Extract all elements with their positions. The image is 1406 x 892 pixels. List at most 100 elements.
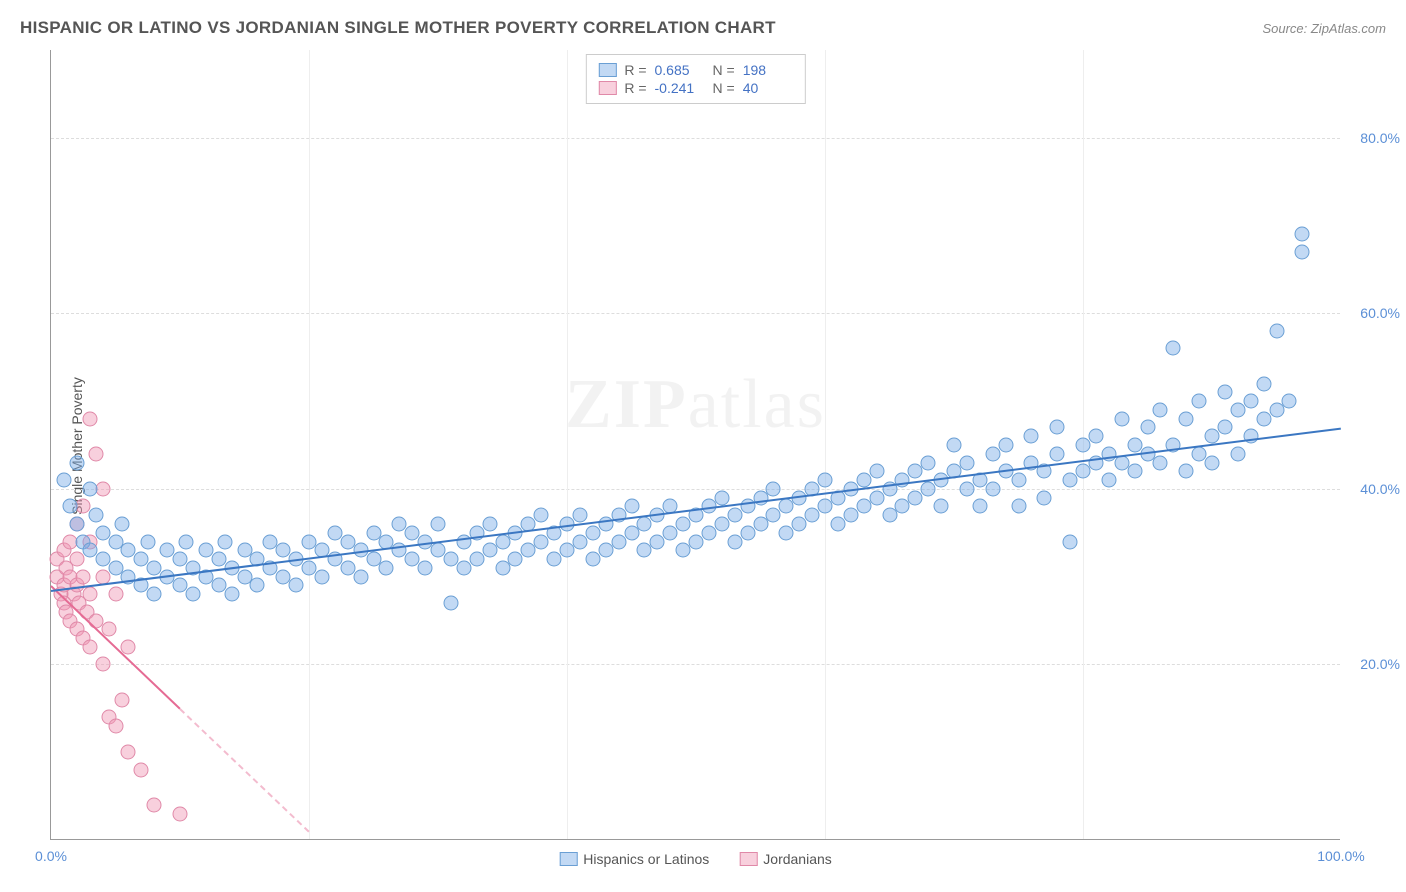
hispanic-point — [895, 499, 910, 514]
gridline-vertical — [309, 50, 310, 839]
hispanic-point — [1011, 499, 1026, 514]
hispanic-point — [818, 499, 833, 514]
stat-n-label: N = — [713, 62, 735, 78]
hispanic-point — [379, 560, 394, 575]
chart-title: HISPANIC OR LATINO VS JORDANIAN SINGLE M… — [20, 18, 776, 38]
hispanic-point — [805, 508, 820, 523]
hispanic-point — [1205, 455, 1220, 470]
stat-n-label: N = — [713, 80, 735, 96]
stat-n-value: 40 — [743, 80, 793, 96]
jordanian-point — [147, 797, 162, 812]
jordanian-point — [108, 587, 123, 602]
hispanic-point — [1127, 464, 1142, 479]
chart-source: Source: ZipAtlas.com — [1262, 21, 1386, 36]
hispanic-point — [1088, 429, 1103, 444]
hispanic-point — [482, 517, 497, 532]
hispanic-point — [1153, 402, 1168, 417]
hispanic-point — [431, 517, 446, 532]
hispanic-point — [418, 560, 433, 575]
hispanic-point — [637, 517, 652, 532]
legend-swatch — [598, 81, 616, 95]
hispanic-point — [495, 534, 510, 549]
hispanic-point — [443, 596, 458, 611]
hispanic-point — [1179, 464, 1194, 479]
y-tick-label: 20.0% — [1360, 656, 1400, 672]
hispanic-point — [792, 517, 807, 532]
hispanic-point — [1230, 446, 1245, 461]
hispanic-point — [830, 517, 845, 532]
legend-swatch — [739, 852, 757, 866]
correlation-stats-box: R =0.685N =198R =-0.241N =40 — [585, 54, 805, 104]
hispanic-point — [185, 587, 200, 602]
hispanic-point — [82, 481, 97, 496]
hispanic-point — [727, 534, 742, 549]
hispanic-point — [1205, 429, 1220, 444]
chart-header: HISPANIC OR LATINO VS JORDANIAN SINGLE M… — [20, 18, 1386, 38]
legend-item: Hispanics or Latinos — [559, 851, 709, 867]
hispanic-point — [289, 578, 304, 593]
hispanic-point — [1050, 420, 1065, 435]
hispanic-point — [1256, 411, 1271, 426]
hispanic-point — [534, 534, 549, 549]
legend-swatch — [559, 852, 577, 866]
hispanic-point — [572, 508, 587, 523]
hispanic-point — [1076, 464, 1091, 479]
jordanian-point — [69, 552, 84, 567]
hispanic-point — [766, 508, 781, 523]
hispanic-point — [972, 499, 987, 514]
x-tick-label: 100.0% — [1317, 848, 1364, 864]
gridline-vertical — [567, 50, 568, 839]
hispanic-point — [560, 543, 575, 558]
hispanic-point — [882, 508, 897, 523]
hispanic-point — [572, 534, 587, 549]
hispanic-point — [1295, 227, 1310, 242]
hispanic-point — [985, 446, 1000, 461]
jordanian-point — [82, 587, 97, 602]
scatter-chart: ZIPatlas R =0.685N =198R =-0.241N =40 Hi… — [50, 50, 1340, 840]
hispanic-point — [998, 438, 1013, 453]
hispanic-point — [676, 543, 691, 558]
hispanic-point — [856, 473, 871, 488]
stat-r-label: R = — [624, 80, 646, 96]
hispanic-point — [689, 534, 704, 549]
stat-n-value: 198 — [743, 62, 793, 78]
hispanic-point — [624, 499, 639, 514]
hispanic-point — [985, 481, 1000, 496]
hispanic-point — [753, 517, 768, 532]
legend-item: Jordanians — [739, 851, 832, 867]
hispanic-point — [856, 499, 871, 514]
jordanian-point — [173, 806, 188, 821]
hispanic-point — [1256, 376, 1271, 391]
hispanic-point — [650, 534, 665, 549]
hispanic-point — [598, 543, 613, 558]
hispanic-point — [224, 587, 239, 602]
hispanic-point — [547, 552, 562, 567]
hispanic-point — [727, 508, 742, 523]
hispanic-point — [663, 525, 678, 540]
hispanic-point — [147, 587, 162, 602]
hispanic-point — [1140, 420, 1155, 435]
hispanic-point — [701, 525, 716, 540]
legend-swatch — [598, 63, 616, 77]
y-tick-label: 80.0% — [1360, 130, 1400, 146]
hispanic-point — [1063, 473, 1078, 488]
hispanic-point — [1269, 402, 1284, 417]
jordanian-point — [114, 692, 129, 707]
hispanic-point — [1114, 411, 1129, 426]
hispanic-point — [676, 517, 691, 532]
series-legend: Hispanics or Latinos Jordanians — [559, 851, 832, 867]
hispanic-point — [779, 499, 794, 514]
jordanian-point — [95, 481, 110, 496]
hispanic-point — [1037, 490, 1052, 505]
hispanic-point — [921, 455, 936, 470]
hispanic-point — [714, 517, 729, 532]
watermark: ZIPatlas — [565, 365, 826, 445]
jordanian-point — [76, 569, 91, 584]
jordanian-trendline-dashed — [179, 709, 309, 833]
hispanic-point — [69, 455, 84, 470]
hispanic-point — [56, 473, 71, 488]
hispanic-point — [611, 534, 626, 549]
stat-r-value: -0.241 — [655, 80, 705, 96]
jordanian-point — [121, 639, 136, 654]
hispanic-point — [1179, 411, 1194, 426]
